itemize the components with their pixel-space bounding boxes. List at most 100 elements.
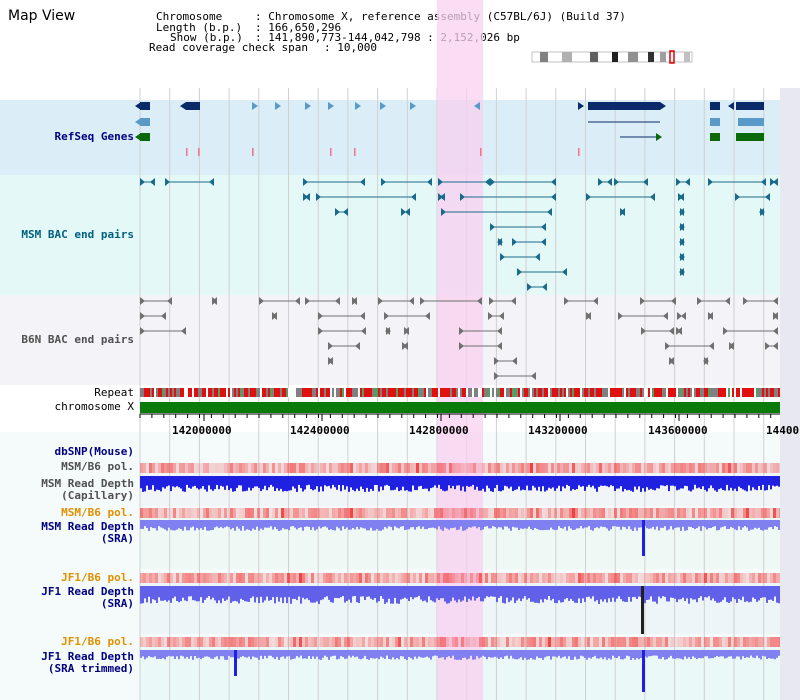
chromosome-bar[interactable] — [140, 402, 780, 413]
bac-end-marker — [708, 312, 713, 320]
track-label-refseq[interactable]: RefSeq Genes — [54, 130, 134, 143]
depth-bar — [668, 520, 670, 530]
polymorphism-cell — [632, 573, 635, 583]
track-label-b6n-bac[interactable]: B6N BAC end pairs — [21, 333, 134, 346]
repeat-segment — [508, 388, 510, 397]
depth-bar — [536, 650, 538, 657]
polymorphism-cell — [314, 508, 317, 518]
depth-bar — [320, 520, 322, 529]
polymorphism-cell — [431, 637, 434, 647]
right-scroll-strip[interactable] — [780, 88, 800, 700]
repeat-segment — [630, 388, 632, 397]
depth-bar — [216, 476, 218, 485]
polymorphism-cell — [161, 463, 164, 473]
track-label-jf1-depth-sra[interactable]: JF1 Read Depth (SRA) — [41, 585, 134, 610]
selected-region-highlight[interactable] — [437, 0, 483, 700]
polymorphism-cell — [263, 573, 266, 583]
repeat-segment — [160, 388, 162, 397]
polymorphism-cell — [239, 573, 242, 583]
track-label-jf1-depth-trimmed[interactable]: JF1 Read Depth (SRA trimmed) — [41, 650, 134, 675]
polymorphism-cell — [224, 637, 227, 647]
depth-bar — [320, 586, 322, 601]
track-label-msm-bac[interactable]: MSM BAC end pairs — [21, 228, 134, 241]
polymorphism-cell — [233, 637, 236, 647]
depth-bar — [420, 650, 422, 658]
polymorphism-cell — [221, 573, 224, 583]
track-label-jf1-b6-pol-2[interactable]: JF1/B6 pol. — [61, 635, 134, 648]
polymorphism-cell — [575, 637, 578, 647]
repeat-segment — [320, 388, 322, 397]
polymorphism-cell — [179, 508, 182, 518]
track-label-msm-b6-pol-2[interactable]: MSM/B6 pol. — [61, 506, 134, 519]
polymorphism-cell — [749, 508, 752, 518]
polymorphism-cell — [416, 573, 419, 583]
polymorphism-cell — [716, 508, 719, 518]
polymorphism-cell — [146, 637, 149, 647]
polymorphism-cell — [524, 508, 527, 518]
depth-bar — [450, 650, 452, 659]
depth-bar — [266, 520, 268, 528]
depth-bar — [214, 476, 216, 490]
bac-end-marker — [671, 297, 676, 305]
depth-bar — [710, 650, 712, 659]
repeat-segment — [382, 388, 384, 397]
depth-bar — [516, 586, 518, 601]
polymorphism-cell — [248, 573, 251, 583]
depth-bar — [660, 476, 662, 486]
polymorphism-cell — [719, 573, 722, 583]
polymorphism-cell — [593, 573, 596, 583]
depth-bar — [596, 476, 598, 492]
polymorphism-cell — [368, 637, 371, 647]
depth-bar — [176, 520, 178, 530]
depth-bar — [686, 650, 688, 659]
depth-bar — [610, 476, 612, 486]
polymorphism-cell — [482, 637, 485, 647]
repeat-segment — [322, 388, 324, 397]
track-label-msm-depth-capillary[interactable]: MSM Read Depth (Capillary) — [41, 477, 134, 502]
depth-bar — [284, 520, 286, 530]
polymorphism-cell — [284, 508, 287, 518]
polymorphism-cell — [140, 463, 143, 473]
depth-bar — [666, 520, 668, 531]
depth-bar — [142, 650, 144, 657]
depth-bar — [626, 586, 628, 602]
depth-bar — [732, 650, 734, 659]
depth-bar — [536, 476, 538, 491]
depth-bar — [648, 650, 650, 657]
depth-bar — [510, 586, 512, 601]
depth-bar — [486, 586, 488, 597]
polymorphism-cell — [341, 463, 344, 473]
depth-bar — [776, 650, 778, 658]
depth-bar — [454, 520, 456, 528]
depth-bar — [372, 586, 374, 600]
polymorphism-cell — [716, 463, 719, 473]
track-label-jf1-b6-pol-1[interactable]: JF1/B6 pol. — [61, 571, 134, 584]
depth-bar — [156, 586, 158, 603]
polymorphism-cell — [596, 637, 599, 647]
repeat-track[interactable] — [140, 388, 780, 397]
depth-bar — [354, 650, 356, 658]
depth-bar — [178, 650, 180, 660]
track-label-dbsnp[interactable]: dbSNP(Mouse) — [54, 445, 134, 458]
depth-bar — [592, 520, 594, 531]
polymorphism-cell — [587, 637, 590, 647]
polymorphism-cell — [212, 508, 215, 518]
polymorphism-cell — [518, 573, 521, 583]
track-label-msm-b6-pol-1[interactable]: MSM/B6 pol. — [61, 460, 134, 473]
depth-bar — [388, 520, 390, 527]
depth-bar — [452, 476, 454, 486]
repeat-segment — [536, 388, 538, 397]
depth-bar — [148, 520, 150, 531]
bac-end-marker — [527, 283, 532, 291]
depth-bar — [596, 520, 598, 528]
chromosome-ideogram[interactable] — [531, 50, 693, 64]
depth-bar — [520, 586, 522, 602]
polymorphism-cell — [548, 463, 551, 473]
polymorphism-cell — [569, 508, 572, 518]
repeat-segment — [400, 388, 402, 397]
depth-bar — [220, 586, 222, 604]
repeat-segment — [746, 388, 748, 397]
track-label-msm-depth-sra[interactable]: MSM Read Depth (SRA) — [41, 520, 134, 545]
depth-bar — [170, 476, 172, 492]
depth-bar — [428, 586, 430, 597]
